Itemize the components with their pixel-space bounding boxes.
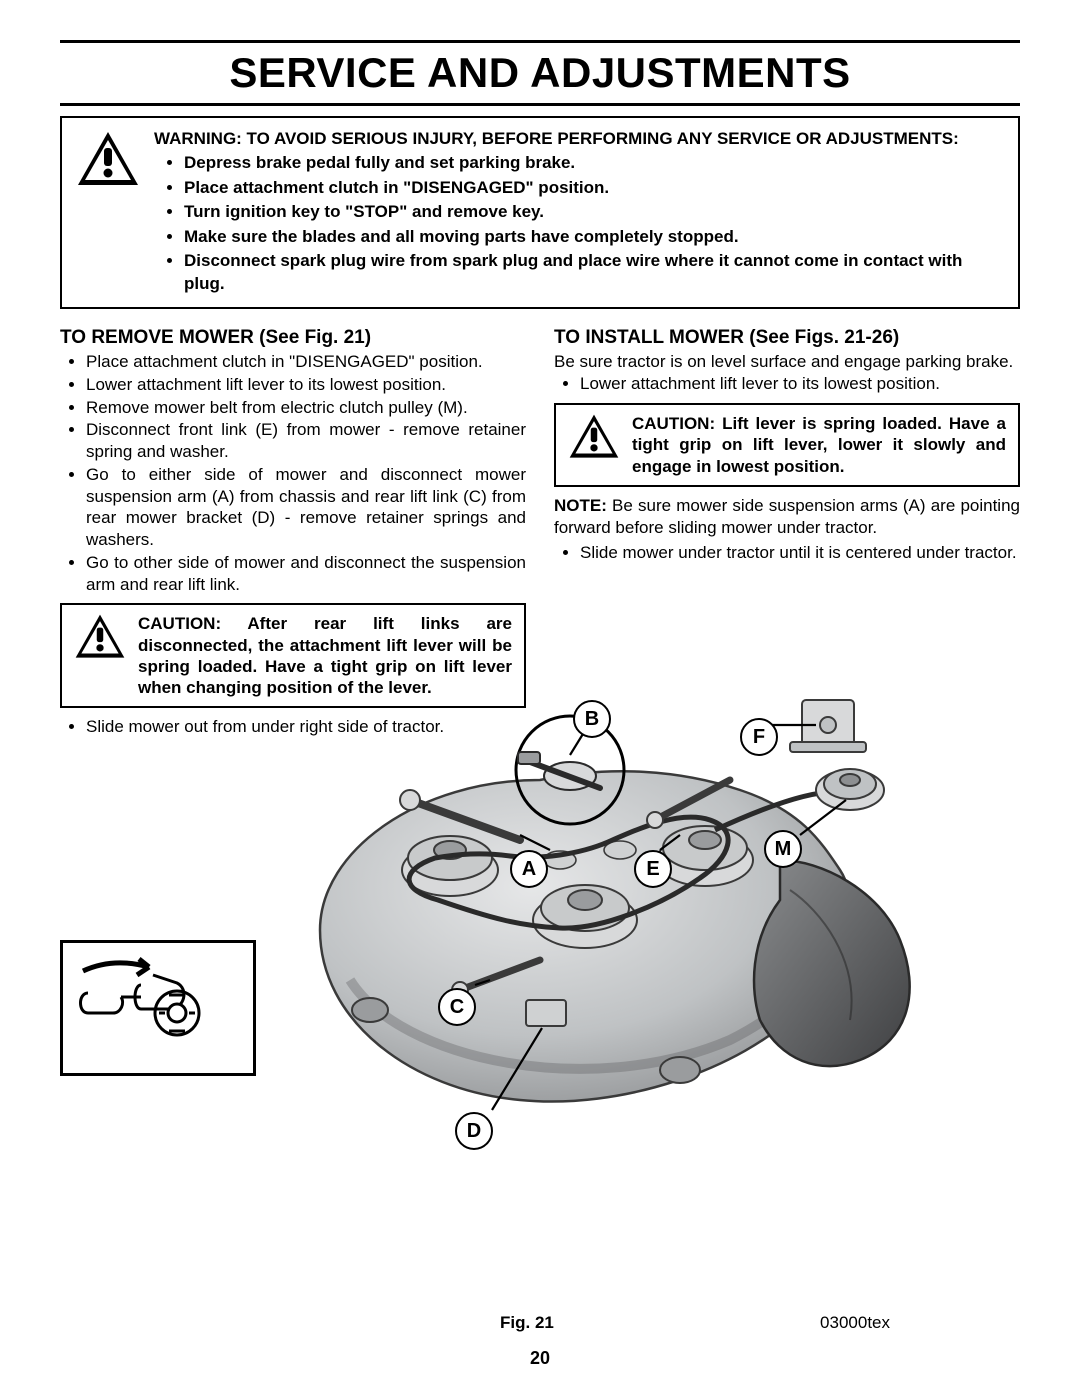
install-intro: Be sure tractor is on level surface and …	[554, 351, 1020, 372]
list-item: Disconnect front link (E) from mower - r…	[86, 419, 526, 463]
callout-c: C	[438, 988, 476, 1026]
install-list-a: Lower attachment lift lever to its lowes…	[554, 373, 1020, 395]
rule-top	[60, 40, 1020, 43]
caution-box-right: CAUTION: Lift lever is spring loaded. Ha…	[554, 403, 1020, 487]
warning-item: Disconnect spark plug wire from spark pl…	[184, 250, 1004, 295]
warning-item: Place attachment clutch in "DISENGAGED" …	[184, 177, 1004, 199]
figure-caption: Fig. 21	[500, 1313, 554, 1333]
warning-item: Depress brake pedal fully and set parkin…	[184, 152, 1004, 174]
caution-icon	[74, 613, 126, 665]
remove-heading: TO REMOVE MOWER (See Fig. 21)	[60, 327, 526, 349]
install-list-b: Slide mower under tractor until it is ce…	[554, 542, 1020, 564]
list-item: Place attachment clutch in "DISENGAGED" …	[86, 351, 526, 373]
list-item: Go to either side of mower and disconnec…	[86, 464, 526, 551]
list-item: Slide mower under tractor until it is ce…	[580, 542, 1020, 564]
note-label: NOTE:	[554, 496, 607, 515]
callout-f: F	[740, 718, 778, 756]
list-item: Lower attachment lift lever to its lowes…	[580, 373, 1020, 395]
callout-e: E	[634, 850, 672, 888]
note-body: Be sure mower side suspension arms (A) a…	[554, 496, 1020, 537]
figure-inset	[60, 940, 256, 1076]
callout-m: M	[764, 830, 802, 868]
list-item: Remove mower belt from electric clutch p…	[86, 397, 526, 419]
figure-code: 03000tex	[820, 1313, 890, 1333]
rule-under-title	[60, 103, 1020, 106]
page-title: SERVICE AND ADJUSTMENTS	[60, 49, 1020, 97]
figure-21: B F A E M C D Fig. 21 03000tex	[60, 700, 1020, 1327]
callout-d: D	[455, 1112, 493, 1150]
mower-illustration	[260, 660, 1020, 1160]
callout-b: B	[573, 700, 611, 738]
warning-heading: WARNING: TO AVOID SERIOUS INJURY, BEFORE…	[154, 128, 1004, 150]
caution-icon	[568, 413, 620, 465]
page-number: 20	[0, 1348, 1080, 1369]
list-item: Go to other side of mower and disconnect…	[86, 552, 526, 596]
caution-text-right: CAUTION: Lift lever is spring loaded. Ha…	[632, 413, 1006, 477]
list-item: Lower attachment lift lever to its lowes…	[86, 374, 526, 396]
callout-a: A	[510, 850, 548, 888]
warning-item: Make sure the blades and all moving part…	[184, 226, 1004, 248]
warning-item: Turn ignition key to "STOP" and remove k…	[184, 201, 1004, 223]
install-heading: TO INSTALL MOWER (See Figs. 21-26)	[554, 327, 1020, 349]
warning-box: WARNING: TO AVOID SERIOUS INJURY, BEFORE…	[60, 116, 1020, 309]
remove-list: Place attachment clutch in "DISENGAGED" …	[60, 351, 526, 595]
warning-list: Depress brake pedal fully and set parkin…	[154, 152, 1004, 295]
warning-icon	[76, 130, 140, 193]
install-note: NOTE: Be sure mower side suspension arms…	[554, 495, 1020, 539]
warning-body: WARNING: TO AVOID SERIOUS INJURY, BEFORE…	[154, 128, 1004, 297]
